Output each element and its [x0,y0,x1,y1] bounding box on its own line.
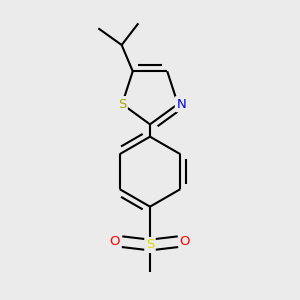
Text: S: S [118,98,126,111]
Text: S: S [146,238,154,251]
Text: N: N [176,98,186,111]
Text: O: O [180,235,190,248]
Text: O: O [110,235,120,248]
